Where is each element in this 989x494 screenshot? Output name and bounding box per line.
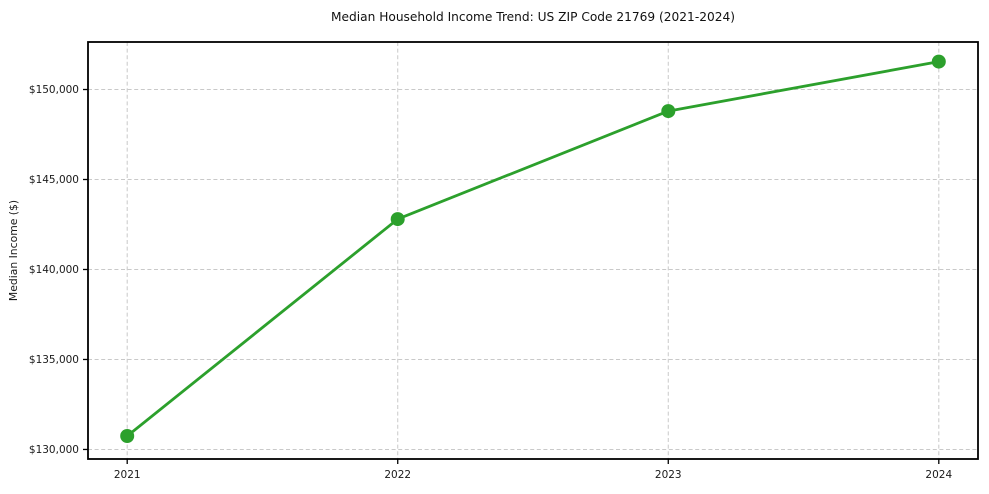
x-tick-label: 2024: [925, 469, 952, 481]
x-tick-label: 2023: [655, 469, 682, 481]
grid: [88, 42, 978, 459]
y-axis: $130,000 $135,000 $140,000 $145,000 $150,000: [29, 84, 88, 456]
chart-title: Median Household Income Trend: US ZIP Co…: [331, 10, 735, 24]
x-axis: 2021 2022 2023 2024: [114, 459, 952, 481]
y-axis-label: Median Income ($): [7, 200, 20, 301]
plot-frame: [87, 41, 979, 460]
y-tick-label: $145,000: [29, 174, 79, 186]
income-trend-line: [125, 60, 941, 438]
y-tick-label: $140,000: [29, 264, 79, 276]
data-point-2023: [661, 104, 676, 119]
data-point-2021: [120, 429, 135, 443]
data-point-2024: [931, 54, 946, 69]
y-tick-label: $150,000: [29, 84, 79, 96]
x-tick-label: 2022: [384, 469, 411, 481]
y-tick-label: $130,000: [29, 444, 79, 456]
y-tick-label: $135,000: [29, 354, 79, 366]
data-point-2022: [390, 212, 405, 227]
x-tick-label: 2021: [114, 469, 141, 481]
